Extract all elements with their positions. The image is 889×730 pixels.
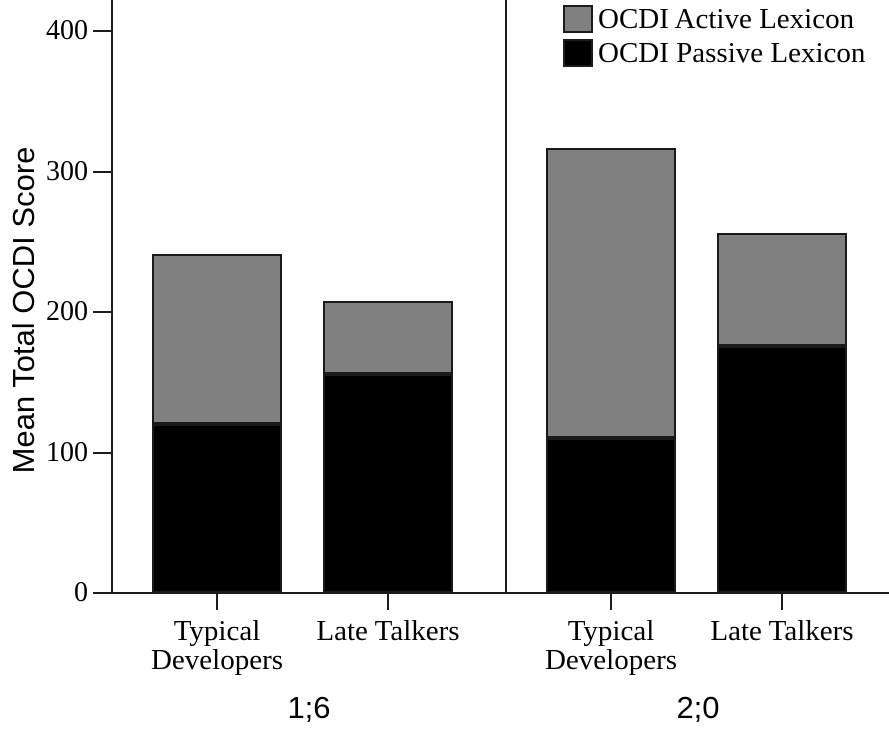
x-tick-mark [610, 593, 612, 610]
y-tick-mark [93, 30, 112, 32]
bar-segment-active [717, 233, 847, 346]
panel-label-age-1-6: 1;6 [287, 690, 331, 725]
bar-segment-passive [323, 373, 453, 593]
legend-label-passive-lexicon: OCDI Passive Lexicon [598, 37, 866, 69]
bar-segment-passive [717, 345, 847, 593]
legend-row-passive: OCDI Passive Lexicon [563, 37, 866, 69]
category-label-line: Typical [567, 615, 655, 647]
y-tick-mark [93, 311, 112, 313]
panel-separator-line [505, 0, 507, 593]
legend-row-active: OCDI Active Lexicon [563, 3, 865, 35]
category-label: Typical Developers [501, 617, 721, 675]
y-tick-label: 0 [74, 577, 88, 608]
x-tick-mark [387, 593, 389, 610]
y-tick-label: 200 [46, 296, 88, 327]
y-tick-label: 100 [46, 436, 88, 468]
legend-swatch-passive-lexicon [563, 39, 593, 67]
legend-swatch-active-lexicon [563, 5, 593, 33]
bar-segment-passive [546, 438, 676, 593]
y-tick-label: 400 [46, 15, 88, 46]
y-tick-label: 300 [46, 155, 88, 187]
x-tick-mark [781, 593, 783, 610]
y-tick-mark [93, 170, 112, 173]
y-tick-mark [93, 592, 112, 594]
bar-segment-active [152, 254, 282, 425]
legend: OCDI Active Lexicon OCDI Passive Lexicon [563, 3, 866, 73]
y-tick-mark [93, 451, 112, 454]
bar-segment-passive [152, 424, 282, 593]
category-label: Late Talkers [278, 617, 498, 646]
bar-segment-active [323, 300, 453, 374]
x-axis-line [111, 592, 889, 594]
panel-label-age-2-0: 2;0 [676, 690, 720, 725]
x-tick-mark [216, 593, 218, 610]
category-label-line: Late Talkers [710, 615, 854, 647]
legend-label-active-lexicon: OCDI Active Lexicon [598, 3, 855, 35]
category-label-line: Developers [544, 644, 678, 676]
category-label-line: Typical [173, 615, 261, 647]
y-axis-line [111, 0, 113, 593]
category-label-line: Developers [150, 644, 284, 676]
bar-segment-active [546, 147, 676, 439]
category-label: Late Talkers [672, 617, 889, 646]
category-label: Typical Developers [107, 617, 327, 675]
category-label-line: Late Talkers [316, 615, 460, 647]
